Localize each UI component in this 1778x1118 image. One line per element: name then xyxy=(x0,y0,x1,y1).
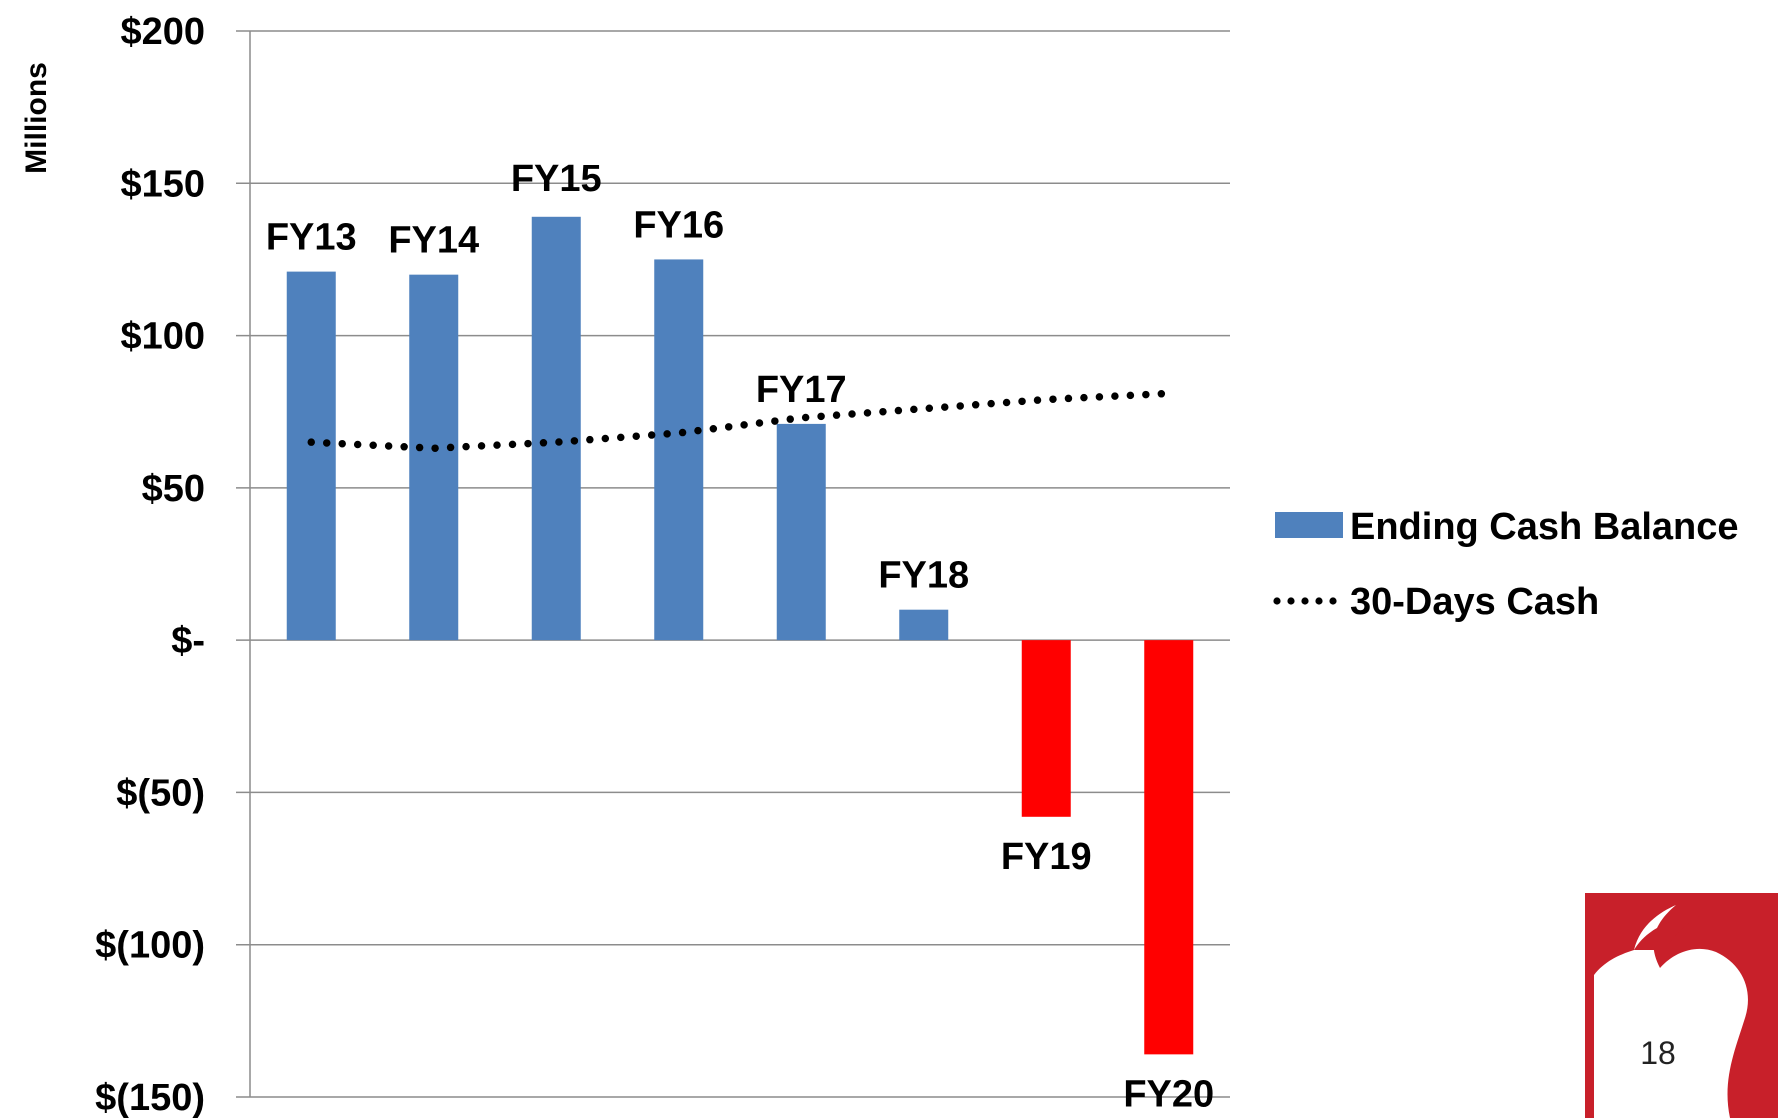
logo-bird-icon xyxy=(1594,898,1748,1118)
category-label-fy13: FY13 xyxy=(266,217,357,259)
legend-swatch-30-days-cash xyxy=(1273,597,1337,605)
y-axis-title: Millions xyxy=(20,62,53,174)
category-label-fy16: FY16 xyxy=(633,204,724,246)
y-tick-label: $100 xyxy=(120,316,205,358)
bar-fy18 xyxy=(899,609,949,641)
legend-swatch-ending-cash xyxy=(1275,512,1343,538)
legend-label-ending-cash: Ending Cash Balance xyxy=(1350,506,1739,548)
y-tick-label: $(50) xyxy=(116,772,205,814)
thirty-days-cash-line xyxy=(307,389,1173,453)
legend-label-30-days-cash: 30-Days Cash xyxy=(1350,581,1599,623)
category-label-fy18: FY18 xyxy=(878,555,969,597)
category-label-fy15: FY15 xyxy=(511,158,602,200)
bar-fy19 xyxy=(1021,640,1071,817)
bar-fy13 xyxy=(286,271,336,641)
y-tick-label: $- xyxy=(171,620,205,662)
y-tick-label: $(100) xyxy=(95,925,205,967)
y-tick-label: $200 xyxy=(120,11,205,53)
category-label-fy14: FY14 xyxy=(388,220,479,262)
series-line-30-days-cash xyxy=(307,389,1173,453)
y-tick-labels: $200 $150 $100 $50 $- $(50) $(100) $(150) xyxy=(95,11,205,1118)
bar-fy16 xyxy=(654,259,704,641)
gridlines xyxy=(236,30,1230,1098)
category-label-fy17: FY17 xyxy=(756,369,847,411)
y-tick-label: $50 xyxy=(142,468,205,510)
legend: Ending Cash Balance 30-Days Cash xyxy=(1273,506,1739,623)
bars xyxy=(286,216,1194,1055)
bar-fy14 xyxy=(409,274,459,641)
bar-fy17 xyxy=(776,423,826,641)
category-label-fy19: FY19 xyxy=(1001,836,1092,878)
category-labels: FY13 FY14 FY15 FY16 FY17 FY18 FY19 FY20 xyxy=(266,158,1214,1116)
logo: 18 xyxy=(1585,893,1778,1118)
bar-fy15 xyxy=(531,216,581,641)
y-tick-label: $(150) xyxy=(95,1077,205,1118)
bar-fy20 xyxy=(1144,640,1194,1055)
category-label-fy20: FY20 xyxy=(1123,1073,1214,1115)
logo-flame-icon xyxy=(1634,916,1700,950)
y-tick-label: $150 xyxy=(120,163,205,205)
page-number: 18 xyxy=(1640,1035,1676,1071)
